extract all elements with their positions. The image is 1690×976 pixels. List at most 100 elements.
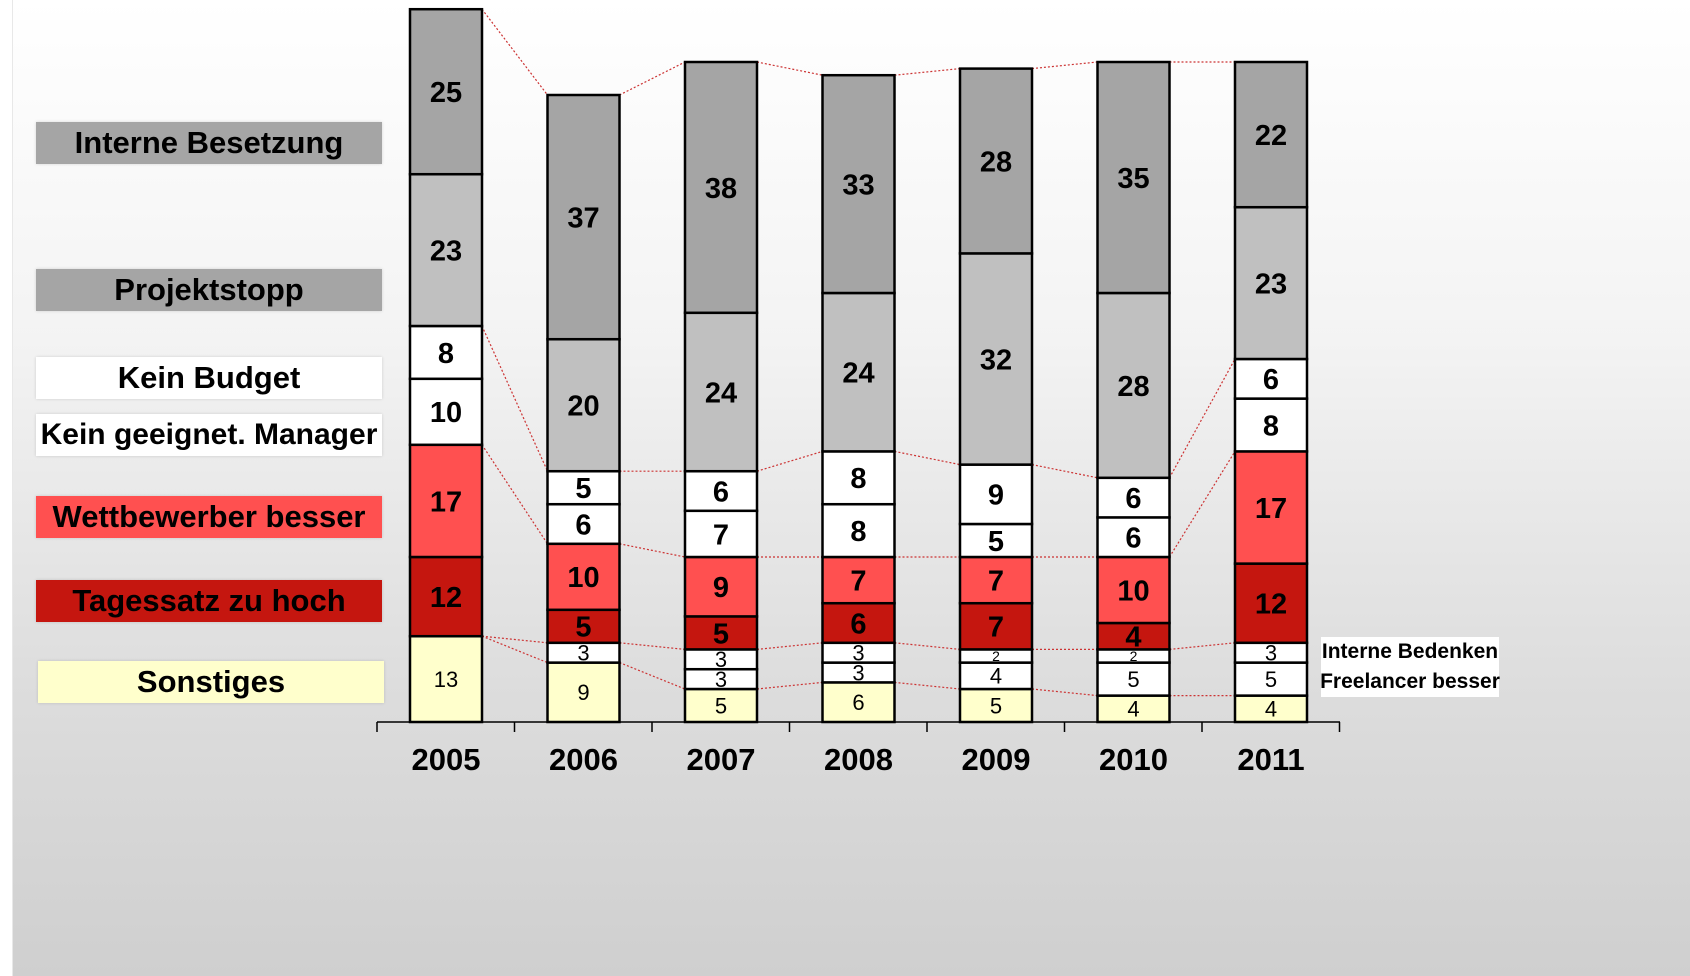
data-label: 24 — [842, 358, 874, 390]
bar-segment — [408, 172, 484, 328]
connector-lines — [481, 8, 1236, 697]
bar-segment — [408, 555, 484, 638]
connector-line — [1031, 61, 1098, 70]
connector-line — [894, 642, 961, 650]
data-label: 3 — [852, 641, 864, 666]
legend-projektstopp: Projektstopp — [36, 269, 382, 311]
data-label: 4 — [1127, 697, 1139, 722]
data-label: 13 — [434, 667, 458, 692]
data-label: 5 — [575, 473, 591, 505]
connector-line — [756, 642, 823, 650]
data-label: 4 — [1125, 622, 1141, 654]
bar-segment — [408, 443, 484, 559]
bar-segment — [1233, 205, 1309, 361]
bar-segment — [958, 252, 1034, 466]
legend-kein-geeignet-manager: Kein geeignet. Manager — [36, 414, 382, 456]
connector-line — [619, 642, 686, 650]
legend-sonstiges: Sonstiges — [38, 661, 384, 703]
connector-line — [619, 543, 686, 558]
data-label: 2 — [1130, 648, 1138, 664]
data-label: 5 — [990, 693, 1002, 718]
bar-segment — [958, 687, 1034, 724]
data-label: 24 — [705, 377, 737, 409]
data-label: 2 — [992, 648, 1000, 664]
data-label: 7 — [988, 566, 1004, 598]
data-label: 22 — [1255, 120, 1287, 152]
data-label: 38 — [705, 173, 737, 205]
bar-segment — [408, 377, 484, 447]
data-label: 17 — [430, 486, 462, 518]
data-label: 3 — [852, 660, 864, 685]
label-freelancer-besser: Freelancer besser — [1320, 667, 1500, 697]
connector-line — [481, 635, 548, 644]
bar-segment — [821, 502, 896, 559]
data-label: 28 — [1117, 371, 1149, 403]
data-label: 5 — [713, 618, 729, 650]
bar-segment — [821, 555, 896, 605]
bar-segment — [683, 615, 759, 651]
x-axis: 2005 2006 2007 2008 2009 2010 2011 — [376, 721, 1341, 777]
connector-line — [894, 681, 961, 690]
bar-segment — [1233, 450, 1309, 565]
bar-segment — [546, 93, 621, 341]
bar-segment — [1096, 621, 1171, 651]
connector-line — [756, 61, 823, 76]
label-interne-bedenken: Interne Bedenken — [1321, 637, 1499, 667]
data-label: 8 — [850, 463, 866, 495]
x-tick-label: 2009 — [962, 742, 1031, 777]
x-tick-label: 2007 — [687, 742, 756, 777]
bar-segment — [958, 555, 1034, 605]
bar-segment — [1096, 476, 1171, 519]
x-tick-label: 2011 — [1237, 742, 1304, 777]
bar-segment — [683, 555, 759, 618]
bar-segment — [683, 311, 759, 473]
x-tick-label: 2010 — [1099, 742, 1168, 777]
data-label: 4 — [990, 664, 1002, 689]
bars-layer: 1312171082325935106520375335976243863367… — [408, 7, 1309, 724]
bar-segment — [1233, 60, 1309, 209]
x-tick-label: 2005 — [412, 742, 481, 777]
data-label: 10 — [1117, 575, 1149, 607]
bar-segment — [408, 324, 484, 381]
connector-line — [481, 8, 548, 96]
data-label: 23 — [1255, 269, 1287, 301]
data-label: 12 — [1255, 589, 1287, 621]
bar-segment — [1233, 694, 1309, 724]
data-label: 20 — [567, 391, 599, 423]
connector-line — [619, 662, 686, 690]
data-label: 9 — [577, 680, 589, 705]
legend-wettbewerber-besser: Wettbewerber besser — [36, 496, 382, 538]
bar-segment — [1096, 661, 1171, 697]
data-label: 3 — [715, 647, 727, 672]
data-label: 6 — [852, 690, 864, 715]
data-label: 7 — [850, 566, 866, 598]
bar-segment — [821, 291, 896, 453]
connector-line — [756, 681, 823, 690]
data-label: 7 — [713, 519, 729, 551]
connector-line — [1031, 688, 1098, 697]
connector-line — [619, 61, 686, 96]
connector-line — [1031, 464, 1098, 479]
data-label: 9 — [713, 572, 729, 604]
bar-segment — [821, 601, 896, 645]
data-label: 6 — [1263, 364, 1279, 396]
data-label: 37 — [567, 203, 599, 235]
bar-segment — [408, 7, 484, 176]
bar-segment — [1096, 555, 1171, 625]
data-label: 5 — [715, 693, 727, 718]
data-label: 3 — [1265, 641, 1277, 666]
bar-segment — [1096, 291, 1171, 480]
bar-segment — [683, 60, 759, 315]
data-label: 4 — [1265, 697, 1277, 722]
data-label: 23 — [430, 236, 462, 268]
data-label: 17 — [1255, 493, 1287, 525]
data-label: 6 — [713, 476, 729, 508]
connector-line — [894, 68, 961, 76]
connector-line — [481, 635, 548, 664]
connector-line — [1168, 451, 1236, 558]
connector-line — [894, 450, 961, 466]
legend-kein-budget: Kein Budget — [36, 357, 382, 399]
data-label: 8 — [1263, 410, 1279, 442]
bar-segment — [958, 522, 1034, 559]
